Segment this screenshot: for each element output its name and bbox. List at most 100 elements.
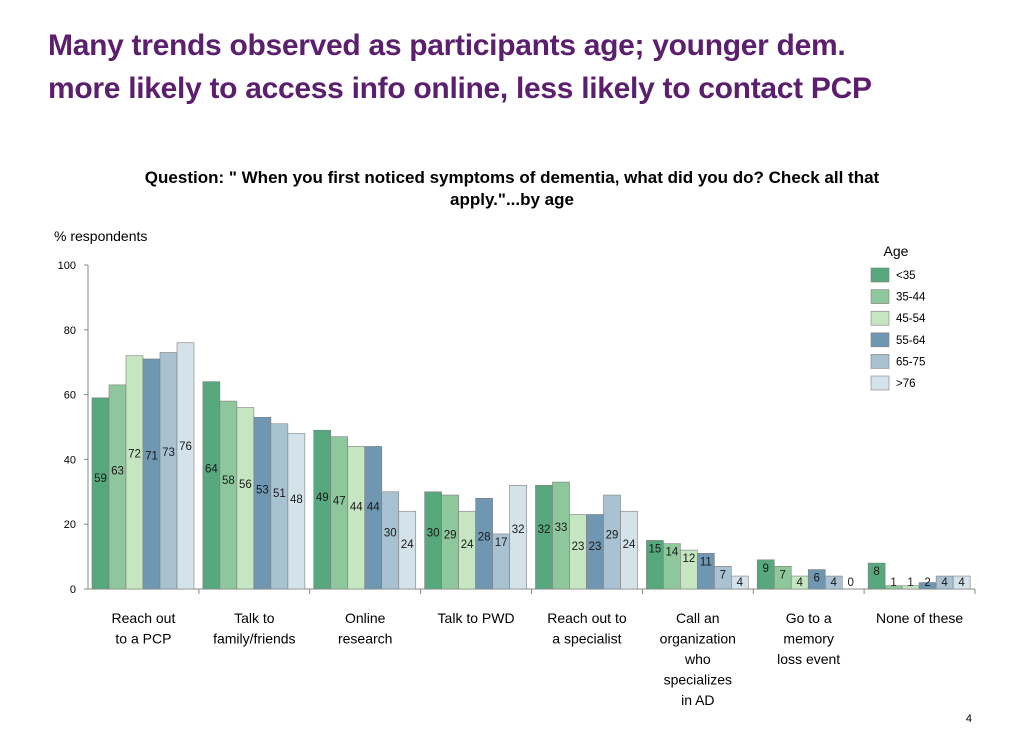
bar-value-label: 24 (401, 539, 414, 551)
legend-swatch (870, 332, 890, 348)
bar (603, 494, 621, 590)
bar-value-label: 51 (273, 488, 286, 500)
bar (202, 381, 221, 590)
bar (475, 497, 493, 590)
legend-swatch (870, 375, 890, 391)
bar-value-label: 59 (94, 473, 107, 485)
bar (125, 355, 144, 590)
bar-value-label: 0 (848, 577, 854, 589)
bar-chart: Question: " When you first noticed sympt… (54, 168, 976, 708)
bar-value-label: 63 (111, 466, 124, 478)
bar-value-label: 1 (907, 577, 913, 589)
bar-value-label: 9 (763, 563, 769, 575)
category-label: Talk to (234, 610, 275, 626)
bar-value-label: 8 (873, 566, 879, 578)
bar (142, 358, 161, 590)
page-number: 4 (965, 713, 972, 725)
slide-title: Many trends observed as participants age… (48, 24, 1008, 110)
bar-value-label: 15 (648, 543, 661, 555)
legend-label: 65-75 (896, 356, 925, 368)
bar-value-label: 1 (890, 577, 896, 589)
category-label: in AD (681, 692, 714, 708)
bar (867, 562, 886, 590)
bar (219, 400, 238, 590)
bar (620, 510, 638, 590)
legend-label: >76 (896, 378, 916, 390)
legend-swatch (870, 289, 890, 304)
y-tick-label: 60 (64, 390, 76, 402)
category-label: organization (660, 631, 736, 647)
bar-value-label: 24 (623, 539, 636, 551)
bar-value-label: 64 (205, 464, 218, 476)
category-label: a specialist (552, 631, 621, 647)
y-axis-label: % respondents (54, 228, 147, 244)
bar-value-label: 14 (665, 547, 678, 559)
bar (398, 510, 417, 590)
bar (552, 481, 570, 590)
bar-value-label: 4 (737, 577, 744, 589)
bar-value-label: 12 (682, 553, 695, 565)
bar-value-label: 30 (384, 528, 397, 540)
category-label: Call an (676, 610, 720, 626)
category-label: Reach out (112, 610, 176, 626)
bar-value-label: 4 (797, 577, 804, 589)
bar-value-label: 6 (814, 573, 820, 585)
bar-value-label: 7 (720, 569, 726, 581)
chart-title-line: Question: " When you first noticed sympt… (145, 168, 880, 187)
category-label: Talk to PWD (438, 610, 515, 626)
bar (381, 491, 400, 590)
bar-value-label: 11 (700, 556, 712, 568)
category-label: memory (783, 631, 834, 647)
bar-value-label: 23 (572, 541, 585, 553)
legend-label: 55-64 (896, 335, 926, 347)
bar-value-label: 24 (461, 539, 474, 551)
bar-value-label: 56 (239, 479, 252, 491)
category-label: family/friends (213, 631, 295, 647)
chart-title-line: apply."...by age (450, 190, 574, 209)
bar-value-label: 47 (333, 496, 346, 508)
bar-value-label: 28 (478, 531, 491, 543)
slide-title-line-1: Many trends observed as participants age… (48, 29, 846, 62)
category-label: None of these (876, 610, 963, 626)
bar (952, 575, 971, 590)
bar-value-label: 32 (538, 524, 551, 536)
bar-value-label: 29 (606, 530, 619, 542)
legend-swatch (870, 354, 890, 369)
bar (364, 446, 383, 590)
category-label: Go to a (786, 610, 832, 626)
bar-value-label: 72 (128, 449, 141, 461)
y-tick-label: 100 (58, 260, 76, 272)
bar-value-label: 7 (780, 569, 786, 581)
category-label: Online (345, 610, 386, 626)
bar-value-label: 44 (367, 501, 380, 513)
bar (236, 407, 255, 590)
bar (330, 436, 349, 590)
bar (424, 491, 442, 590)
bar-value-label: 30 (427, 528, 440, 540)
bar (108, 384, 127, 590)
bar-value-label: 4 (941, 577, 948, 589)
bar-value-label: 49 (316, 492, 329, 504)
bar-value-label: 2 (924, 577, 930, 589)
legend-swatch (870, 310, 890, 326)
legend-title: Age (884, 243, 909, 259)
bar (441, 494, 459, 590)
bar-value-label: 44 (350, 501, 363, 513)
bar-value-label: 71 (145, 451, 158, 463)
bar-value-label: 32 (512, 524, 525, 536)
legend-swatch (870, 267, 890, 283)
bar (287, 433, 306, 590)
bar-value-label: 48 (290, 494, 303, 506)
legend-label: 45-54 (896, 313, 926, 325)
bar (535, 485, 553, 590)
bar-value-label: 4 (958, 577, 965, 589)
bar (253, 416, 272, 590)
category-label: specializes (664, 672, 732, 688)
bar (91, 397, 110, 590)
bar (731, 575, 749, 590)
bar-value-label: 17 (495, 537, 508, 549)
bar-value-label: 4 (831, 577, 838, 589)
category-label: who (684, 651, 711, 667)
bar-value-label: 76 (179, 441, 192, 453)
bar-value-label: 33 (555, 522, 568, 534)
